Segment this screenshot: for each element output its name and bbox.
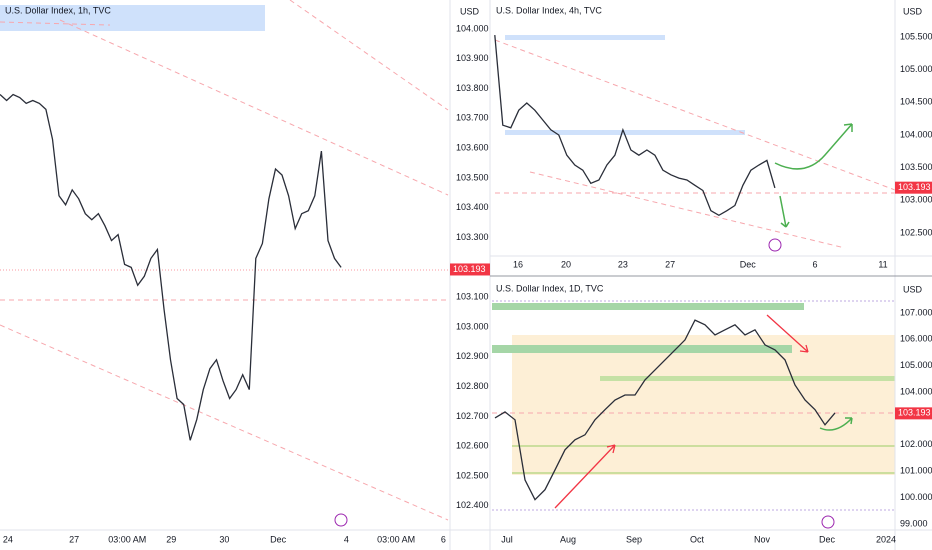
x-tick-label: Oct [690,534,705,544]
drawing [59,19,449,196]
y-tick-label: 105.500 [900,31,932,41]
y-tick-label: 103.800 [456,83,489,93]
x-tick-label: Dec [819,534,836,544]
price-line [494,319,836,501]
x-tick-label: 29 [166,534,176,544]
x-tick-label: 2024 [876,534,896,544]
event-icon[interactable] [821,515,835,529]
y-tick-label: 104.000 [456,23,489,33]
y-tick-label: 102.700 [456,411,489,421]
y-tick-label: 102.000 [900,439,932,449]
drawing [0,21,111,26]
y-tick-label: 105.000 [900,360,932,370]
x-tick-label: Dec [270,534,287,544]
drawing [0,324,449,521]
drawing [529,171,846,249]
currency: USD [903,6,923,16]
arrow [819,417,853,431]
arrow [774,123,853,170]
y-tick-label: 102.900 [456,351,489,361]
y-tick-label: 102.400 [456,500,489,510]
zone [0,5,265,31]
y-tick-label: 103.000 [456,321,489,331]
y-tick-label: 99.000 [900,518,928,528]
y-tick-label: 102.500 [456,470,489,480]
zone [512,335,895,475]
x-tick-label: 30 [219,534,229,544]
x-tick-label: Aug [560,534,576,544]
y-tick-label: 103.100 [456,292,489,302]
price-label: 103.193 [898,408,931,418]
y-tick-label: 103.500 [456,172,489,182]
x-tick-label: 11 [878,259,887,269]
currency: USD [460,6,480,16]
price-label: 103.193 [898,182,931,192]
zone [492,303,804,310]
x-tick-label: 27 [665,259,675,269]
y-tick-label: 103.600 [456,143,489,153]
x-tick-label: 4 [344,534,349,544]
arrow [766,314,809,353]
y-tick-label: 103.300 [456,232,489,242]
x-tick-label: Jul [501,534,513,544]
x-tick-label: 23 [618,259,628,269]
y-tick-label: 107.000 [900,307,932,317]
x-tick-label: Dec [740,259,757,269]
x-tick-label: 6 [812,259,817,269]
currency: USD [903,284,923,294]
zone [492,345,792,353]
x-tick-label: 16 [513,259,523,269]
arrow [554,444,616,509]
price-badge [450,263,490,276]
y-tick-label: 104.000 [900,129,932,139]
price-line [0,93,342,441]
y-tick-label: 103.400 [456,202,489,212]
y-tick-label: 104.000 [900,386,932,396]
chart-title: U.S. Dollar Index, 1D, TVC [496,283,604,293]
event-icon[interactable] [334,513,348,527]
price-badge [895,181,932,194]
x-tick-label: 6 [441,534,446,544]
x-tick-label: 20 [561,259,571,269]
y-tick-label: 102.500 [900,227,932,237]
x-tick-label: 27 [69,534,79,544]
chart-title: U.S. Dollar Index, 1h, TVC [5,5,111,15]
x-tick-label: 24 [3,534,13,544]
y-tick-label: 100.000 [900,492,932,502]
y-tick-label: 101.000 [900,466,932,476]
y-tick-label: 103.700 [456,113,489,123]
y-tick-label: 103.000 [900,195,932,205]
x-tick-label: 03:00 AM [108,534,146,544]
y-tick-label: 105.000 [900,64,932,74]
y-tick-label: 103.900 [456,53,489,63]
zone [505,35,665,40]
x-tick-label: Nov [754,534,771,544]
y-tick-label: 104.500 [900,97,932,107]
event-icon[interactable] [768,238,782,252]
zone [600,376,895,381]
y-tick-label: 102.600 [456,441,489,451]
arrow [779,195,790,228]
x-tick-label: 03:00 AM [377,534,415,544]
price-badge [895,407,932,420]
y-tick-label: 102.800 [456,381,489,391]
zone [505,130,745,135]
price-label: 103.193 [453,264,486,274]
chart-title: U.S. Dollar Index, 4h, TVC [496,5,602,15]
y-tick-label: 103.500 [900,162,932,172]
price-line [494,35,776,217]
arrow-head [843,123,853,132]
x-tick-label: Sep [626,534,642,544]
y-tick-label: 106.000 [900,334,932,344]
